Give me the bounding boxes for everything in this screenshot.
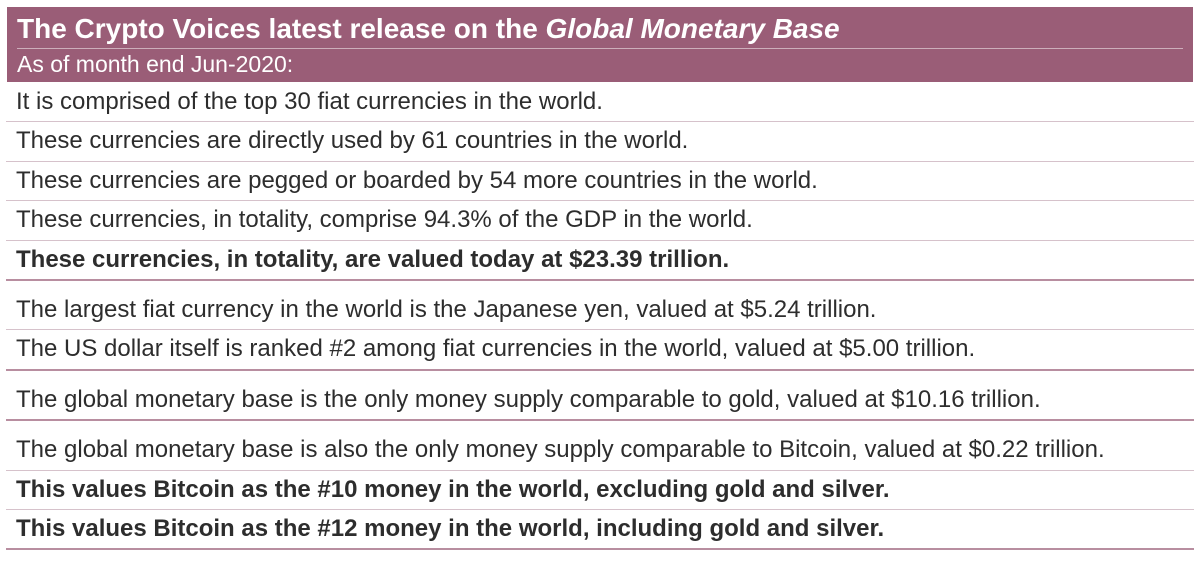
header-title: The Crypto Voices latest release on the … — [17, 11, 1183, 46]
header-subtitle: As of month end Jun-2020: — [17, 48, 1183, 78]
fact-row: This values Bitcoin as the #10 money in … — [6, 471, 1194, 510]
fact-row: The global monetary base is also the onl… — [6, 431, 1194, 470]
header-title-emphasis: Global Monetary Base — [546, 13, 840, 44]
fact-row: The US dollar itself is ranked #2 among … — [6, 330, 1194, 370]
fact-row: These currencies, in totality, are value… — [6, 241, 1194, 281]
fact-row: These currencies, in totality, comprise … — [6, 201, 1194, 240]
header-title-prefix: The Crypto Voices latest release on the — [17, 13, 546, 44]
section-gap — [6, 421, 1194, 431]
sections-container: It is comprised of the top 30 fiat curre… — [6, 83, 1194, 550]
header-bar: The Crypto Voices latest release on the … — [6, 6, 1194, 83]
section-gap — [6, 371, 1194, 381]
fact-row: The largest fiat currency in the world i… — [6, 291, 1194, 330]
fact-row: These currencies are directly used by 61… — [6, 122, 1194, 161]
fact-row: It is comprised of the top 30 fiat curre… — [6, 83, 1194, 122]
document-container: The Crypto Voices latest release on the … — [0, 0, 1200, 556]
fact-row: These currencies are pegged or boarded b… — [6, 162, 1194, 201]
section-gap — [6, 281, 1194, 291]
fact-row: The global monetary base is the only mon… — [6, 381, 1194, 421]
fact-row: This values Bitcoin as the #12 money in … — [6, 510, 1194, 550]
